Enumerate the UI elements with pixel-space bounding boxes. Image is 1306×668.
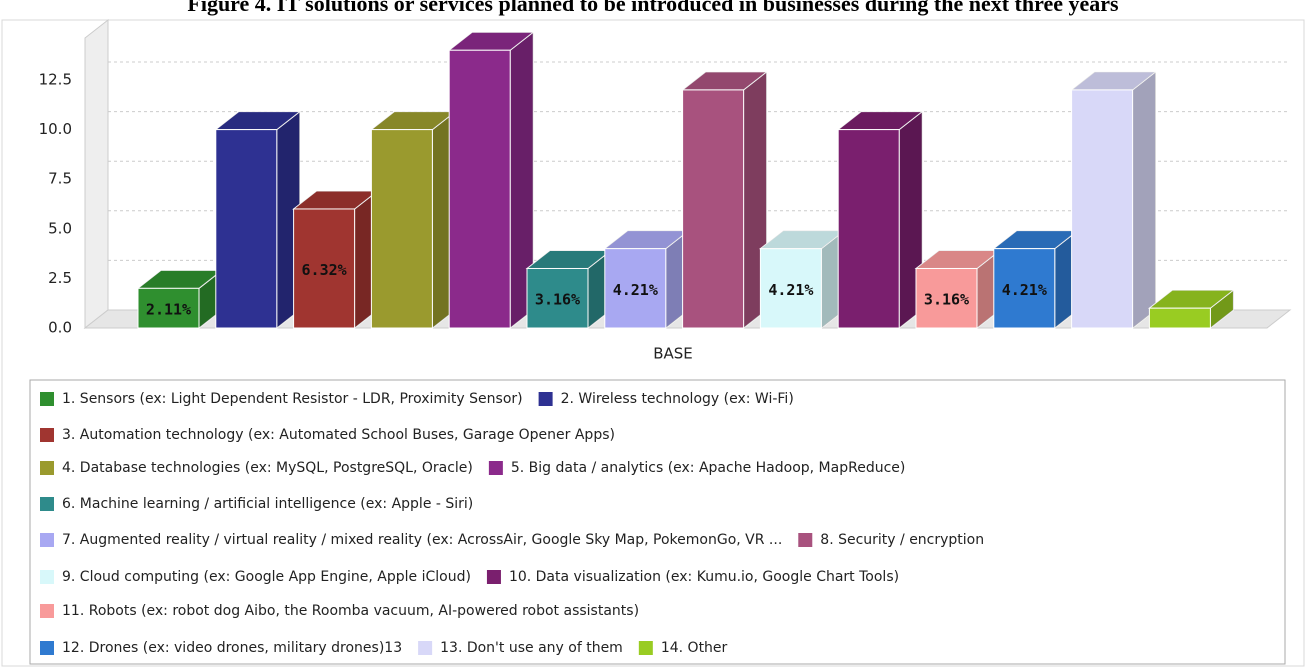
bar-top-shade	[993, 230, 1078, 249]
value-label: 3.16%	[535, 291, 580, 309]
legend-label: 7. Augmented reality / virtual reality /…	[62, 532, 782, 548]
bar-front	[370, 129, 433, 329]
legend-swatch	[40, 570, 54, 584]
legend-label: 2. Wireless technology (ex: Wi-Fi)	[561, 391, 794, 407]
legend-items: 1. Sensors (ex: Light Dependent Resistor…	[40, 391, 984, 656]
bar	[447, 31, 535, 330]
bar-front	[137, 287, 200, 329]
bars: 2.11% 6.32% 3.16% 4.21% 4.21% 3.16% 4.21%	[136, 31, 1235, 330]
bar-side-shade	[1210, 290, 1234, 328]
legend-swatch	[488, 461, 503, 475]
bar-front	[682, 89, 745, 329]
bar-top-shade	[293, 190, 378, 209]
value-label: 6.32%	[302, 261, 347, 279]
legend-swatch	[638, 641, 653, 655]
y-tick-label: 12.5	[39, 71, 72, 89]
bar-top-shade	[215, 111, 300, 130]
bar-top-shade	[604, 230, 689, 249]
bar-top-shade	[760, 230, 845, 249]
legend-label: 8. Security / encryption	[820, 532, 984, 548]
bar	[369, 110, 457, 330]
side-wall	[84, 18, 109, 330]
bar-front	[526, 267, 589, 329]
value-label: 2.11%	[146, 301, 191, 319]
bar	[836, 110, 924, 330]
legend	[29, 379, 1286, 665]
legend-swatch	[40, 392, 54, 406]
bar	[136, 269, 224, 330]
bar-front	[1148, 307, 1211, 329]
value-label: 4.21%	[1002, 281, 1047, 299]
legend-swatch	[486, 570, 501, 584]
legend-swatch	[538, 392, 553, 406]
bar-side-shade	[510, 32, 534, 329]
bar-front	[604, 248, 667, 329]
bar-top-shade	[1149, 290, 1234, 309]
value-label: 4.21%	[613, 281, 658, 299]
legend-label: 14. Other	[661, 640, 728, 656]
bar-front	[837, 129, 900, 329]
legend-swatch	[798, 533, 813, 547]
y-tick-label: 10.0	[39, 120, 72, 138]
legend-label: 6. Machine learning / artificial intelli…	[62, 496, 473, 512]
y-tick-label: 7.5	[48, 170, 72, 188]
legend-label: 3. Automation technology (ex: Automated …	[62, 427, 615, 443]
legend-swatch	[40, 497, 54, 511]
bar-top-shade	[916, 250, 1000, 269]
legend-swatch	[40, 533, 54, 547]
bar-front	[993, 248, 1056, 329]
value-label: 3.16%	[924, 291, 969, 309]
bar-front	[448, 49, 511, 329]
bar	[992, 229, 1080, 330]
bar	[914, 249, 1002, 330]
bar	[603, 229, 691, 330]
legend-label: 5. Big data / analytics (ex: Apache Hado…	[511, 460, 905, 476]
legend-label: 12. Drones (ex: video drones, military d…	[62, 640, 402, 656]
legend-swatch	[40, 604, 54, 618]
bar	[214, 110, 302, 330]
bar	[681, 70, 769, 330]
bar-front	[915, 267, 978, 329]
legend-swatch	[40, 428, 54, 442]
bar-side-shade	[1132, 71, 1156, 329]
y-tick-label: 5.0	[48, 219, 72, 237]
y-tick-label: 2.5	[48, 269, 72, 287]
bar	[758, 229, 846, 330]
bar-top-shade	[371, 111, 456, 130]
bar-top-shade	[138, 270, 222, 289]
bar-top-shade	[527, 250, 611, 269]
legend-label: 4. Database technologies (ex: MySQL, Pos…	[62, 460, 473, 476]
legend-label: 10. Data visualization (ex: Kumu.io, Goo…	[509, 569, 899, 585]
bar-top-shade	[449, 32, 534, 51]
y-tick-label: 0.0	[48, 319, 72, 337]
legend-swatch	[418, 641, 433, 655]
legend-label: 13. Don't use any of them	[440, 640, 623, 656]
bar-front	[1071, 89, 1134, 329]
bar	[292, 189, 380, 330]
bar	[1070, 70, 1158, 330]
legend-swatch	[40, 461, 54, 475]
bar	[525, 249, 613, 330]
bar-top-shade	[682, 71, 767, 90]
bar-front	[759, 248, 822, 329]
x-axis-label: BASE	[653, 345, 693, 363]
chart-title: Figure 4. IT solutions or services plann…	[187, 0, 1119, 16]
bar-front	[215, 129, 278, 329]
bar-front	[293, 208, 356, 329]
value-label: 4.21%	[768, 281, 813, 299]
legend-label: 1. Sensors (ex: Light Dependent Resistor…	[62, 391, 523, 407]
legend-swatch	[40, 641, 54, 655]
bar-top-shade	[838, 111, 923, 130]
bar-top-shade	[1071, 71, 1156, 90]
bar	[1147, 289, 1235, 330]
legend-label: 11. Robots (ex: robot dog Aibo, the Room…	[62, 603, 639, 619]
legend-label: 9. Cloud computing (ex: Google App Engin…	[62, 569, 471, 585]
